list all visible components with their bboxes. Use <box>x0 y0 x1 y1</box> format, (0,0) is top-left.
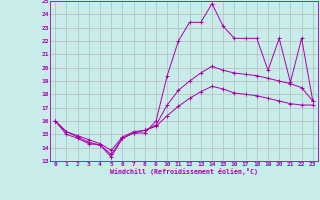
X-axis label: Windchill (Refroidissement éolien,°C): Windchill (Refroidissement éolien,°C) <box>110 168 258 175</box>
